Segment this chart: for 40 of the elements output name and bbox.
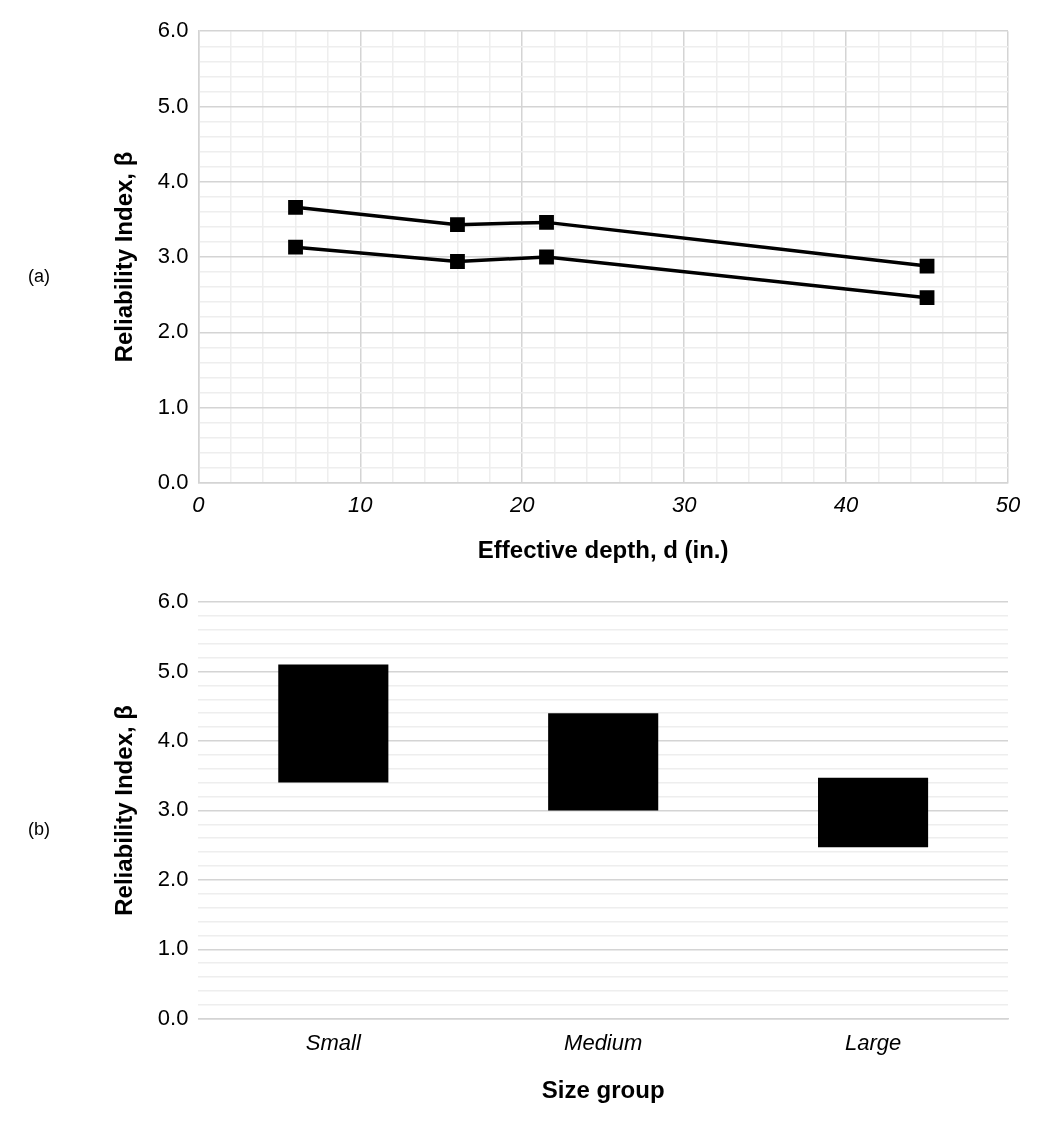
x-axis-title: Effective depth, d (in.) (477, 536, 729, 564)
bar (278, 664, 389, 783)
x-tick-label: 0 (192, 492, 206, 518)
y-tick-label: 4.0 (157, 167, 189, 193)
text: (b) (28, 819, 50, 840)
y-axis-title: Reliability Index, β (110, 705, 138, 916)
x-tick-label: 30 (671, 492, 698, 518)
y-tick-label: 3.0 (157, 796, 189, 822)
y-tick-label: 4.0 (157, 727, 189, 752)
point (288, 199, 303, 215)
x-tick-label: 50 (995, 492, 1021, 518)
y-tick-label: 0.0 (157, 1004, 189, 1030)
point (539, 249, 554, 265)
y-tick-label: 6.0 (157, 588, 189, 614)
y-tick-label: 1.0 (157, 935, 189, 961)
x-tick-label: Medium (564, 1030, 643, 1056)
y-tick-label: 2.0 (157, 865, 189, 891)
y-axis-title: Reliability Index, β (110, 151, 138, 363)
point (288, 239, 303, 255)
point (450, 254, 465, 269)
y-tick-label: 5.0 (157, 92, 189, 118)
point (919, 258, 935, 274)
point (539, 214, 554, 230)
bar (818, 777, 929, 848)
y-tick-label: 1.0 (157, 393, 189, 419)
y-tick-label: 5.0 (157, 657, 189, 683)
y-tick-label: 0.0 (157, 468, 189, 494)
bar (548, 713, 659, 811)
text: (a) (28, 265, 50, 286)
x-tick-label: 40 (833, 492, 860, 518)
x-tick-label: 20 (508, 492, 536, 518)
y-tick-label: 2.0 (157, 318, 189, 344)
y-tick-label: 6.0 (157, 17, 189, 43)
y-tick-label: 3.0 (157, 243, 189, 269)
point (919, 290, 935, 306)
x-tick-label: 10 (348, 492, 374, 518)
x-tick-label: Small (305, 1030, 362, 1056)
x-tick-label: Large (844, 1030, 902, 1056)
point (450, 217, 465, 233)
x-axis-title: Size group (541, 1076, 665, 1104)
